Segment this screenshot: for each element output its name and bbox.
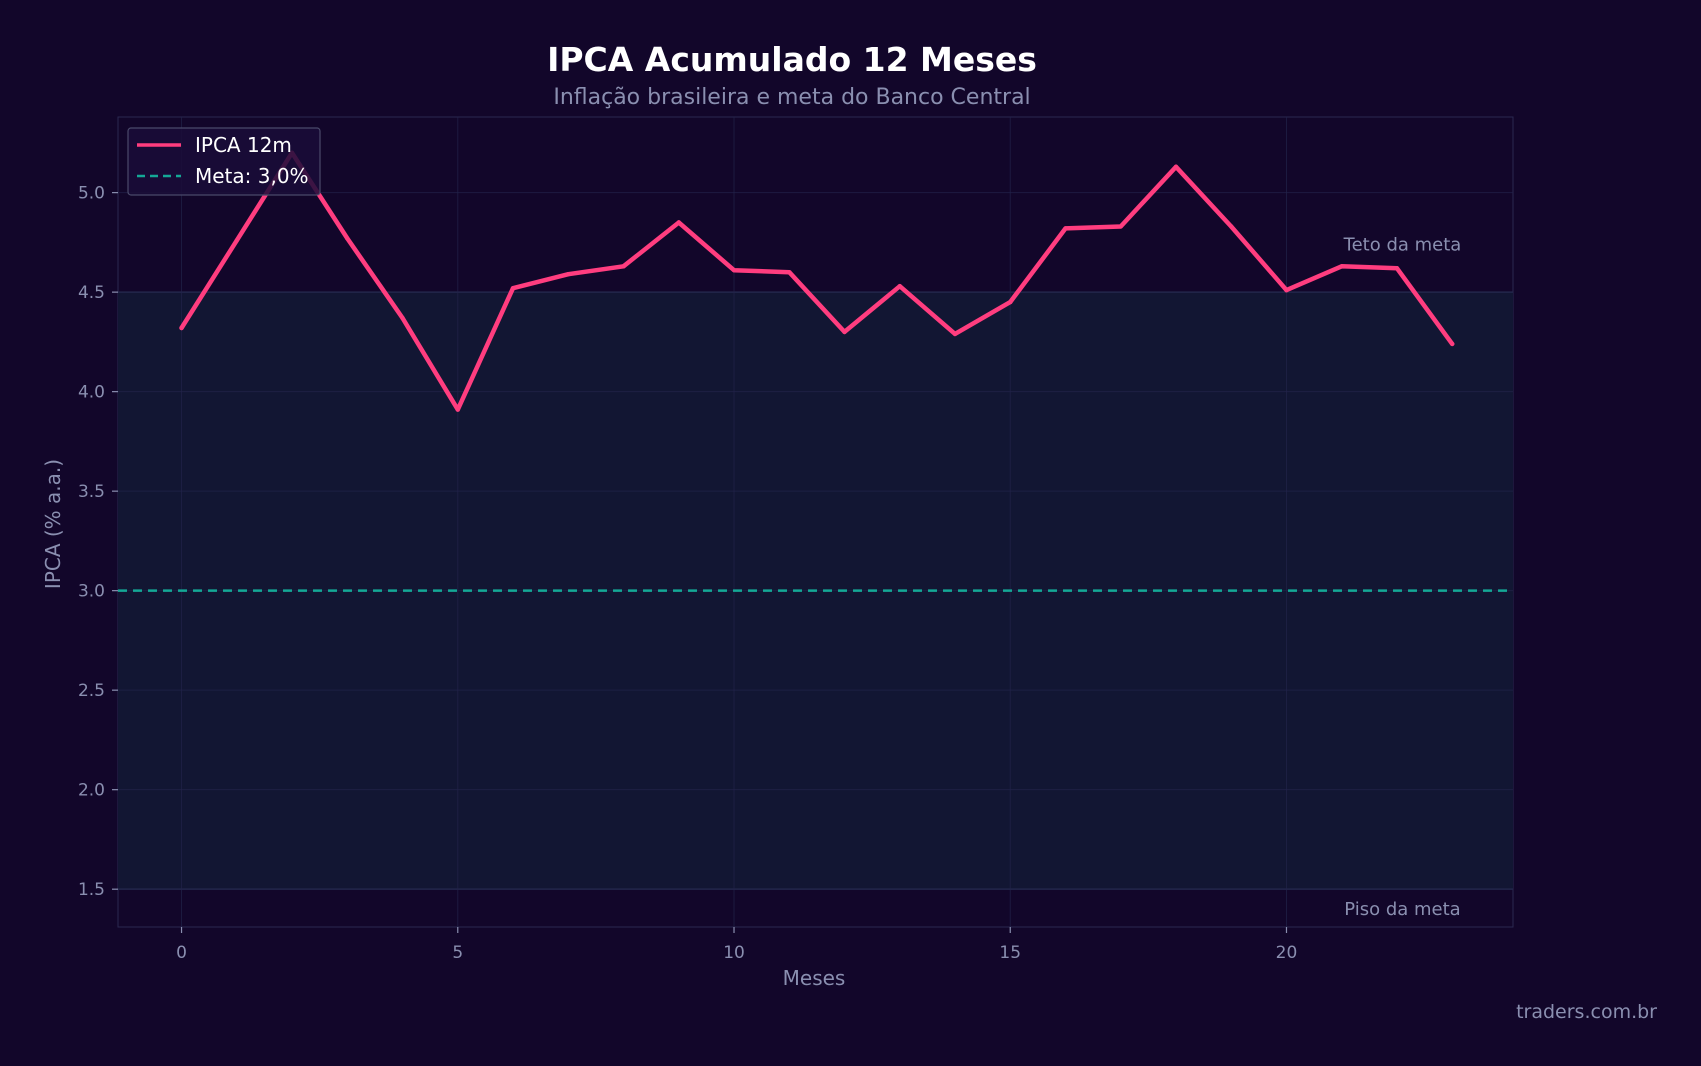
- legend-label-ipca: IPCA 12m: [195, 133, 292, 157]
- data-point: [897, 283, 902, 289]
- x-axis-label: Meses: [783, 966, 846, 990]
- data-point: [1284, 287, 1289, 293]
- data-point: [1450, 341, 1455, 347]
- chart-title: IPCA Acumulado 12 Meses: [547, 40, 1037, 79]
- data-point: [842, 329, 847, 335]
- data-point: [676, 220, 681, 225]
- x-tick-label: 15: [999, 943, 1021, 963]
- annotations: Teto da meta Piso da meta: [1343, 234, 1462, 920]
- series-lines: [179, 150, 1455, 412]
- x-axis-ticks: 0 5 10 15 20: [176, 927, 1297, 963]
- legend-label-meta: Meta: 3,0%: [195, 164, 309, 188]
- y-axis-label: IPCA (% a.a.): [41, 459, 65, 589]
- annotation-label: Piso da meta: [1344, 899, 1460, 920]
- y-axis-ticks: 1.5 2.0 2.5 3.0 3.5 4.0 4.5 5.0: [78, 184, 118, 900]
- data-point: [234, 238, 239, 243]
- data-point: [179, 325, 184, 331]
- data-point: [1008, 299, 1013, 305]
- y-tick-label: 4.0: [78, 383, 105, 403]
- annotation-label: Teto da meta: [1343, 234, 1462, 255]
- y-tick-label: 2.0: [78, 781, 105, 801]
- chart-subtitle: Inflação brasileira e meta do Banco Cent…: [553, 85, 1030, 110]
- data-point: [1118, 224, 1123, 229]
- data-point: [1229, 224, 1234, 229]
- data-point: [621, 264, 626, 269]
- data-point: [345, 236, 350, 241]
- x-tick-label: 20: [1276, 943, 1298, 963]
- y-tick-label: 3.5: [78, 482, 105, 502]
- y-tick-label: 4.5: [78, 283, 105, 303]
- data-point: [1394, 266, 1400, 271]
- x-tick-label: 0: [176, 943, 187, 963]
- data-point: [566, 272, 571, 277]
- data-point: [952, 331, 958, 337]
- y-tick-label: 2.5: [78, 681, 105, 701]
- y-tick-label: 5.0: [78, 184, 105, 204]
- data-point: [400, 315, 405, 321]
- data-point: [1339, 264, 1344, 269]
- data-point: [455, 407, 460, 412]
- data-point: [787, 270, 792, 275]
- data-point: [1063, 226, 1068, 231]
- data-point: [1173, 164, 1179, 169]
- series-line-ipca: [179, 150, 1455, 412]
- y-tick-label: 1.5: [78, 880, 105, 900]
- x-tick-label: 5: [452, 943, 463, 963]
- legend: IPCA 12m Meta: 3,0%: [127, 127, 321, 196]
- y-tick-label: 3.0: [78, 582, 105, 602]
- data-point: [510, 285, 516, 291]
- x-tick-label: 10: [723, 943, 745, 963]
- watermark: traders.com.br: [1516, 1001, 1657, 1023]
- data-point: [731, 268, 737, 273]
